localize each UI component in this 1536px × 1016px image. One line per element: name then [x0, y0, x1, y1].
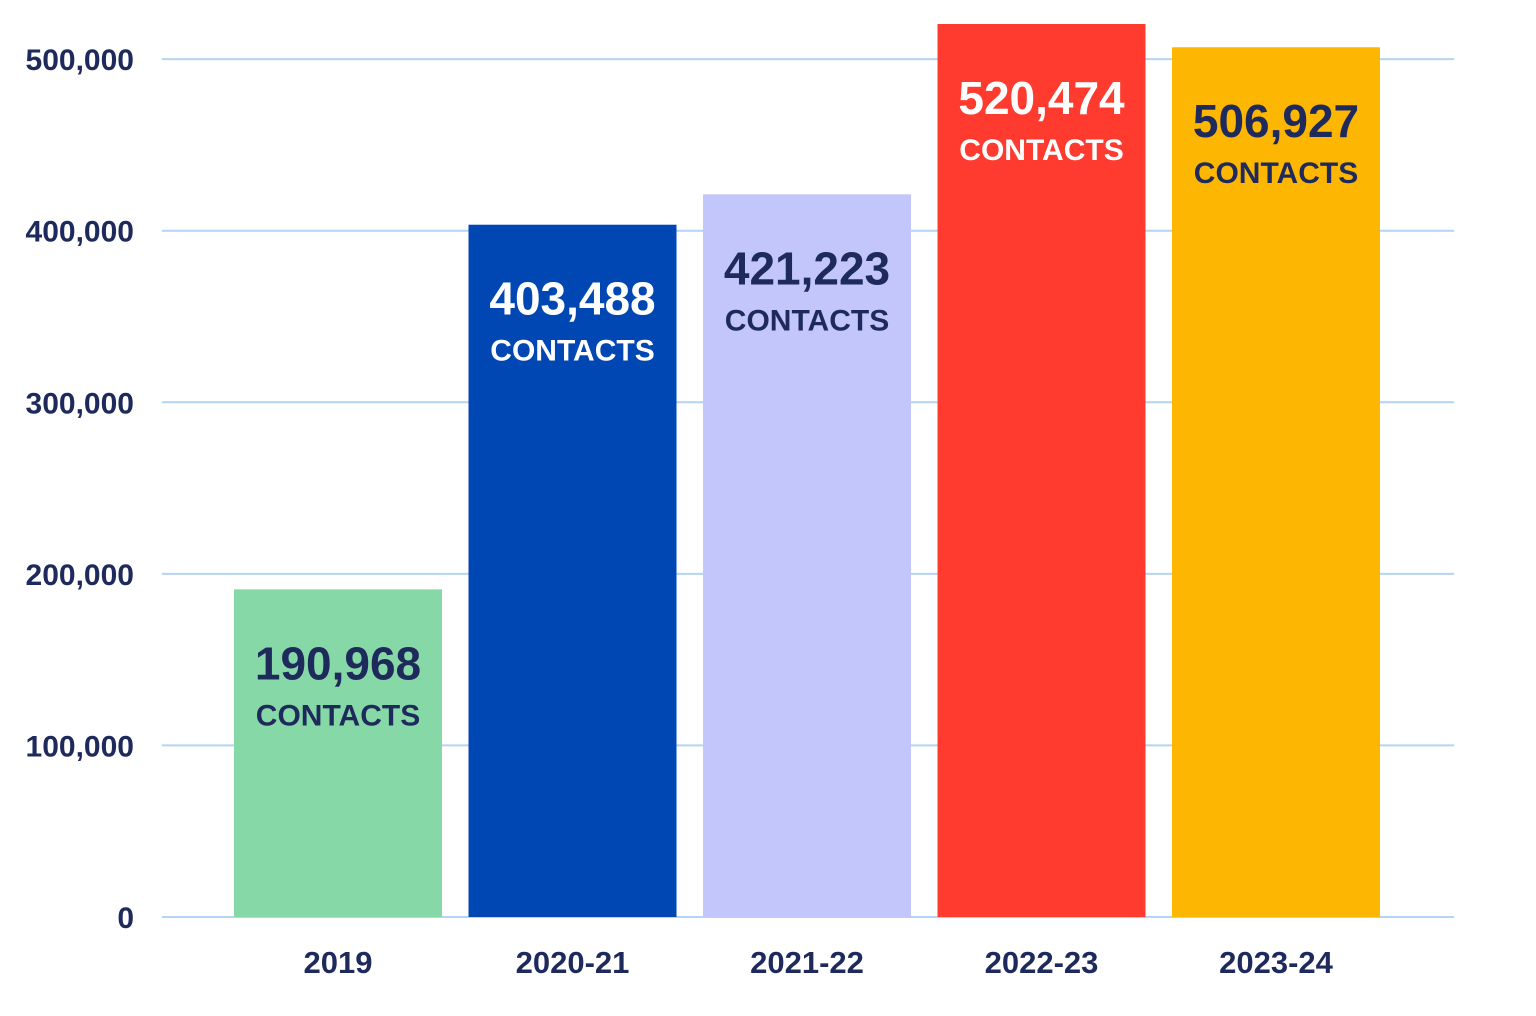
x-tick-label: 2022-23 — [985, 945, 1099, 980]
y-tick-label: 400,000 — [26, 216, 134, 249]
x-tick-label: 2020-21 — [516, 945, 630, 980]
bar — [937, 24, 1146, 917]
bar-unit-label: CONTACTS — [256, 699, 420, 732]
y-tick-label: 500,000 — [26, 44, 134, 77]
bar-value-label: 520,474 — [958, 72, 1125, 124]
bar-labels: 190,968 CONTACTS 403,488 CONTACTS 421,223 CON… — [255, 72, 1359, 732]
x-tick-label: 2021-22 — [750, 945, 864, 980]
bar-unit-label: CONTACTS — [959, 134, 1123, 167]
x-axis-ticks: 2019 2020-21 2021-22 2022-23 2023-24 — [304, 945, 1334, 980]
bar — [468, 224, 677, 917]
bar-unit-label: CONTACTS — [1194, 157, 1358, 190]
bar-value-label: 190,968 — [255, 637, 421, 689]
bar-value-label: 506,927 — [1193, 95, 1359, 147]
bar-value-label: 421,223 — [724, 242, 890, 294]
x-tick-label: 2023-24 — [1219, 945, 1334, 980]
y-tick-label: 300,000 — [26, 387, 134, 420]
y-tick-label: 200,000 — [26, 559, 134, 592]
y-axis-ticks: 0 100,000 200,000 300,000 400,000 500,000 — [26, 44, 134, 935]
bar — [703, 194, 911, 917]
y-tick-label: 100,000 — [26, 730, 134, 763]
x-tick-label: 2019 — [304, 945, 373, 980]
y-tick-label: 0 — [117, 902, 134, 935]
bar — [234, 589, 442, 917]
bar-unit-label: CONTACTS — [725, 304, 889, 337]
bar — [1172, 47, 1380, 918]
bar-value-label: 403,488 — [489, 273, 655, 325]
bar-unit-label: CONTACTS — [490, 335, 654, 368]
bars — [234, 24, 1380, 918]
